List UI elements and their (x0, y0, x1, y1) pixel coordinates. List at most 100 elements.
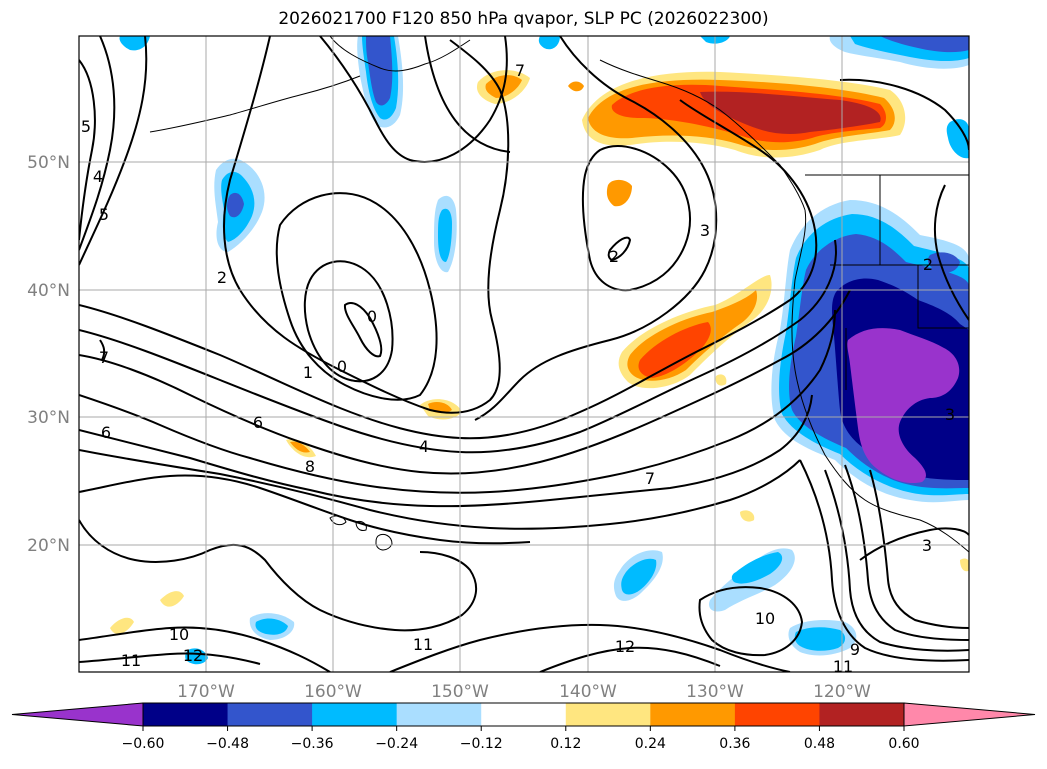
contour-3-se (859, 527, 969, 561)
colorbar-tick-label: 0.60 (888, 736, 919, 752)
moist-tiny-7 (715, 374, 727, 386)
contour-4-main (79, 99, 818, 440)
dry-west-6 (927, 252, 960, 273)
contour-5-main (79, 239, 837, 454)
colorbar-box (312, 703, 398, 726)
moist-tiny-8 (740, 510, 755, 522)
contour-label: 6 (253, 413, 263, 432)
contour-2-east (581, 145, 691, 292)
contour-11-sw (79, 652, 261, 665)
moist-band-north-max (700, 91, 881, 134)
graticule (79, 36, 969, 672)
contour-label: 11 (121, 651, 141, 670)
contour-label: 7 (645, 469, 655, 488)
dry-west-5 (847, 328, 960, 484)
contour-label: 12 (183, 646, 203, 665)
contour-label: 0 (337, 357, 347, 376)
moist-tiny-5 (110, 617, 134, 635)
contour-3-east (474, 36, 718, 421)
lat-label-30n: 30°N (27, 408, 70, 428)
contour-10-sw (79, 626, 331, 672)
contour-label: 10 (169, 625, 189, 644)
contour-se-2 (824, 469, 969, 652)
colorbar-tick-label: 0.48 (804, 736, 835, 752)
contour-label: 2 (923, 255, 933, 274)
dry-south-1b (621, 558, 657, 595)
north-america-west (791, 209, 969, 553)
moist-blob-east-strong (638, 322, 711, 378)
map-layers: 5 4 5 2 0 0 1 6 8 4 7 6 7 3 3 2 2 3 10 1… (79, 36, 969, 676)
contour-label: 2 (217, 268, 227, 287)
colorbar-box (143, 703, 229, 726)
lat-labels: 50°N 40°N 30°N 20°N (27, 153, 70, 556)
contour-label: 3 (700, 221, 710, 240)
contour-label: 2 (609, 247, 619, 266)
colorbar-extend-high (903, 702, 1036, 727)
contour-12-s (539, 646, 721, 672)
lon-label-170w: 170°W (177, 682, 235, 702)
gulf-coast (599, 59, 806, 211)
dry-north-3b (438, 208, 452, 262)
colorbar: −0.60 −0.48 −0.36 −0.24 −0.12 0.12 0.24 0.36 0.4… (11, 702, 1036, 752)
contour-11-s (389, 623, 791, 672)
colorbar-frame (142, 702, 905, 727)
border-3 (917, 265, 969, 329)
lat-label-50n: 50°N (27, 153, 70, 173)
colorbar-tick-label: −0.36 (291, 736, 334, 752)
lon-label-150w: 150°W (431, 682, 489, 702)
colorbar-box (396, 703, 482, 726)
contour-label: 7 (99, 348, 109, 367)
contour-0-inner (343, 302, 383, 358)
contour-label: 6 (101, 423, 111, 442)
contour-label: 7 (515, 61, 525, 80)
colorbar-box (227, 703, 313, 726)
moist-tiny-6 (160, 591, 184, 607)
dry-northeast-c (880, 36, 969, 53)
moist-small-c (568, 81, 584, 92)
dry-south-2b (731, 552, 783, 584)
lon-label-140w: 140°W (559, 682, 617, 702)
colorbar-tick-label: −0.12 (460, 736, 503, 752)
contour-far-west-2 (79, 36, 116, 251)
colorbar-box (819, 703, 905, 726)
contour-w-small (99, 339, 106, 361)
contour-6-main (79, 289, 851, 475)
contour-east-edge (933, 184, 969, 321)
contour-7-main (79, 309, 836, 494)
coastlines (149, 36, 969, 553)
contour-label: 4 (419, 437, 429, 456)
colorbar-tick-label: −0.48 (206, 736, 249, 752)
hawaii-3 (375, 533, 393, 551)
colorbar-tick-label: 0.24 (635, 736, 666, 752)
contour-label: 12 (615, 637, 635, 656)
contour-se-1 (799, 459, 969, 662)
contour-label: 10 (755, 609, 775, 628)
contour-2-small (607, 236, 632, 262)
lon-labels: 170°W 160°W 150°W 140°W 130°W 120°W (177, 682, 871, 702)
dry-south-3b (794, 627, 846, 651)
dry-n-small-2 (538, 36, 560, 50)
lon-label-130w: 130°W (686, 682, 744, 702)
contour-label: 11 (833, 657, 853, 676)
contour-1-west (275, 192, 438, 401)
qvapor-shading (110, 36, 969, 665)
contour-far-west-3 (79, 36, 148, 266)
contour-10-se (698, 586, 804, 657)
contour-2-west (223, 36, 510, 414)
colorbar-box (650, 703, 736, 726)
hawaii-2 (355, 521, 367, 531)
colorbar-box (481, 703, 567, 726)
lon-label-160w: 160°W (304, 682, 362, 702)
contour-label: 0 (367, 307, 377, 326)
map-frame (78, 35, 970, 673)
contour-north-arc (319, 36, 508, 163)
contour-label: 1 (303, 363, 313, 382)
contour-labels: 5 4 5 2 0 0 1 6 8 4 7 6 7 3 3 2 2 3 10 1… (81, 61, 955, 676)
contour-far-west-1 (79, 59, 96, 241)
contour-high-1 (424, 36, 511, 153)
moist-tiny-9 (960, 558, 969, 572)
colorbar-box (565, 703, 651, 726)
contour-9-main (79, 449, 801, 530)
chart-title: 2026021700 F120 850 hPa qvapor, SLP PC (… (278, 9, 769, 29)
